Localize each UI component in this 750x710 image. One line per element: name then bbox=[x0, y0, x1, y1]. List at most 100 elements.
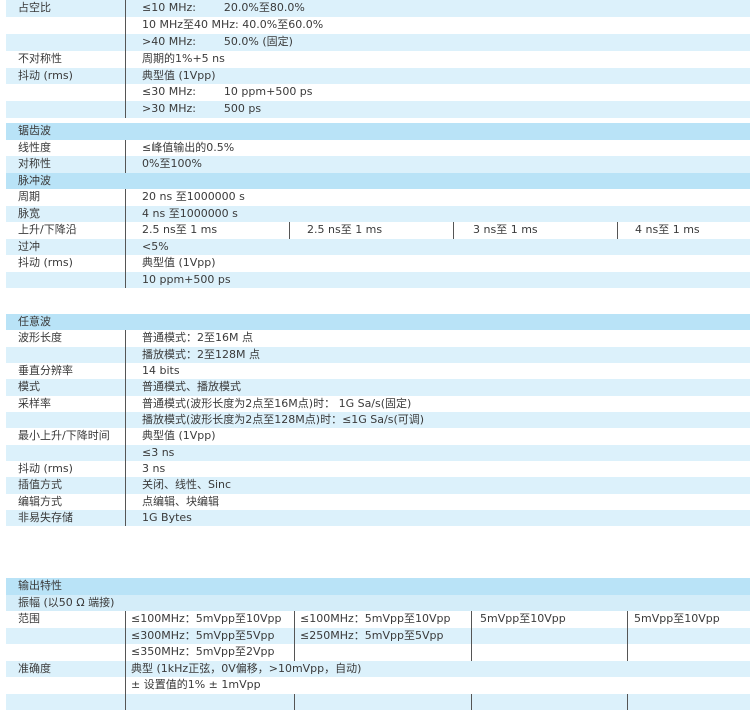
spec-value: ≤250MHz：5mVpp至5Vpp bbox=[300, 628, 443, 645]
spec-value-cell: 10 MHz至40 MHz: 40.0%至60.0% bbox=[125, 17, 750, 34]
spec-value-cell: 播放模式：2至128M 点 bbox=[125, 347, 750, 363]
spec-row: 插值方式 关闭、线性、Sinc bbox=[6, 477, 750, 493]
spec-row: 抖动 (rms)典型值 (1Vpp) bbox=[6, 255, 750, 272]
spec-row bbox=[6, 694, 750, 710]
spec-label: 不对称性 bbox=[18, 51, 62, 68]
spec-row: 线性度 ≤峰值输出的0.5% bbox=[6, 140, 750, 157]
spec-value: ± 设置值的1% ± 1mVpp bbox=[131, 677, 261, 694]
section-header: 锯齿波 bbox=[6, 123, 750, 140]
spec-value-cell: 典型值 (1Vpp) bbox=[125, 255, 750, 272]
spec-section: 占空比≤10 MHz: 20.0%至80.0%10 MHz至40 MHz: 40… bbox=[6, 0, 750, 118]
spec-value: 播放模式(波形长度为2点至128M点)时：≤1G Sa/s(可调) bbox=[142, 412, 424, 428]
subsection-title: 振幅 (以50 Ω 端接) bbox=[18, 595, 114, 612]
spec-row: 对称性 0%至100% bbox=[6, 156, 750, 173]
spec-value-cell: ≤30 MHz: 10 ppm+500 ps bbox=[125, 84, 750, 101]
spec-row: 波形长度 普通模式：2至16M 点 bbox=[6, 330, 750, 346]
spec-value-cell: 4 ns至 1 ms bbox=[617, 222, 750, 239]
spec-value-cell: 普通模式(波形长度为2点至16M点)时： 1G Sa/s(固定) bbox=[125, 396, 750, 412]
spec-value-cell: ± 设置值的1% ± 1mVpp bbox=[125, 677, 750, 694]
spec-value-cell: >40 MHz: 50.0% (固定) bbox=[125, 34, 750, 51]
spec-value: 0%至100% bbox=[142, 156, 202, 173]
spec-value: 典型值 (1Vpp) bbox=[142, 428, 216, 444]
spec-row: ≤3 ns bbox=[6, 445, 750, 461]
spec-value-cell: ≤350MHz：5mVpp至2Vpp bbox=[125, 644, 295, 661]
spec-value-cell: 20 ns 至1000000 s bbox=[125, 189, 750, 206]
spec-row: 范围 ≤100MHz：5mVpp至10Vpp ≤100MHz：5mVpp至10Vpp… bbox=[6, 611, 750, 628]
spec-section: 锯齿波线性度 ≤峰值输出的0.5% 对称性 0%至100% 脉冲波周期 20 ns 至10… bbox=[6, 123, 750, 288]
spec-value-cell: 0%至100% bbox=[125, 156, 750, 173]
spec-value-cell: 4 ns 至1000000 s bbox=[125, 206, 750, 223]
spec-row: ≤350MHz：5mVpp至2Vpp bbox=[6, 644, 750, 661]
spec-value-cell: >30 MHz: 500 ps bbox=[125, 101, 750, 118]
spec-value-cell: <5% bbox=[125, 239, 750, 256]
spec-label: 抖动 (rms) bbox=[18, 461, 73, 477]
spec-row: 编辑方式 点编辑、块编辑 bbox=[6, 494, 750, 510]
spec-label: 准确度 bbox=[18, 661, 51, 678]
spec-value-cell bbox=[627, 694, 750, 710]
spec-value-cell: 2.5 ns至 1 ms bbox=[125, 222, 290, 239]
spec-label: 周期 bbox=[18, 189, 40, 206]
spec-value-cell: ≤100MHz：5mVpp至10Vpp bbox=[125, 611, 295, 628]
spec-label: 编辑方式 bbox=[18, 494, 62, 510]
spec-value-cell: 周期的1%+5 ns bbox=[125, 51, 750, 68]
spec-value-cell: 普通模式、播放模式 bbox=[125, 379, 750, 395]
spec-value-cell: ≤峰值输出的0.5% bbox=[125, 140, 750, 157]
spec-row: 周期 20 ns 至1000000 s bbox=[6, 189, 750, 206]
section-title: 输出特性 bbox=[18, 578, 62, 595]
subsection-title: 脉冲波 bbox=[18, 173, 51, 190]
spec-value-cell: ≤300MHz：5mVpp至5Vpp bbox=[125, 628, 295, 645]
spec-value-cell bbox=[627, 644, 750, 661]
spec-row: 占空比≤10 MHz: 20.0%至80.0% bbox=[6, 0, 750, 17]
spec-value: 普通模式：2至16M 点 bbox=[142, 330, 253, 346]
spec-label: 模式 bbox=[18, 379, 40, 395]
spec-label: 线性度 bbox=[18, 140, 51, 157]
spec-value-cell bbox=[125, 694, 295, 710]
spec-value-cell bbox=[627, 628, 750, 645]
spec-value: 1G Bytes bbox=[142, 510, 192, 526]
spec-label: 插值方式 bbox=[18, 477, 62, 493]
spec-label: 范围 bbox=[18, 611, 40, 628]
spec-value: >40 MHz: 50.0% (固定) bbox=[142, 34, 293, 51]
section-header: 输出特性 bbox=[6, 578, 750, 595]
spec-value: 10 MHz至40 MHz: 40.0%至60.0% bbox=[142, 17, 323, 34]
spec-value-cell: 典型值 (1Vpp) bbox=[125, 428, 750, 444]
spec-value: 关闭、线性、Sinc bbox=[142, 477, 231, 493]
spec-row: 最小上升/下降时间典型值 (1Vpp) bbox=[6, 428, 750, 444]
subsection-header: 脉冲波 bbox=[6, 173, 750, 190]
spec-row: >40 MHz: 50.0% (固定) bbox=[6, 34, 750, 51]
spec-value: 2.5 ns至 1 ms bbox=[142, 222, 217, 239]
spec-label: 垂直分辨率 bbox=[18, 363, 73, 379]
spec-value-cell: ≤3 ns bbox=[125, 445, 750, 461]
spec-label: 波形长度 bbox=[18, 330, 62, 346]
spec-value: ≤100MHz：5mVpp至10Vpp bbox=[300, 611, 450, 628]
spec-row: 模式 普通模式、播放模式 bbox=[6, 379, 750, 395]
spec-section: 任意波波形长度 普通模式：2至16M 点播放模式：2至128M 点垂直分辨率 14 … bbox=[6, 314, 750, 526]
spec-label: 对称性 bbox=[18, 156, 51, 173]
spec-value: 5mVpp至10Vpp bbox=[634, 611, 720, 628]
spec-value: ≤30 MHz: 10 ppm+500 ps bbox=[142, 84, 313, 101]
section-title: 锯齿波 bbox=[18, 123, 51, 140]
spec-value-cell: 14 bits bbox=[125, 363, 750, 379]
spec-value: 点编辑、块编辑 bbox=[142, 494, 219, 510]
spec-value-cell: ≤250MHz：5mVpp至5Vpp bbox=[294, 628, 472, 645]
spec-value-cell: 点编辑、块编辑 bbox=[125, 494, 750, 510]
spec-row: 10 MHz至40 MHz: 40.0%至60.0% bbox=[6, 17, 750, 34]
spec-row: >30 MHz: 500 ps bbox=[6, 101, 750, 118]
spec-value: 3 ns至 1 ms bbox=[473, 222, 538, 239]
spec-value: ≤100MHz：5mVpp至10Vpp bbox=[131, 611, 281, 628]
spec-label: 占空比 bbox=[18, 0, 51, 17]
spec-value-cell bbox=[294, 644, 472, 661]
section-title: 任意波 bbox=[18, 314, 51, 330]
spec-value: >30 MHz: 500 ps bbox=[142, 101, 261, 118]
spec-value-cell bbox=[471, 628, 628, 645]
spec-value-cell bbox=[294, 694, 472, 710]
spec-value: 4 ns 至1000000 s bbox=[142, 206, 238, 223]
spec-value-cell bbox=[471, 694, 628, 710]
spec-row: 过冲<5% bbox=[6, 239, 750, 256]
spec-label: 采样率 bbox=[18, 396, 51, 412]
spec-value: 20 ns 至1000000 s bbox=[142, 189, 245, 206]
spec-value: 4 ns至 1 ms bbox=[635, 222, 700, 239]
spec-value: 普通模式、播放模式 bbox=[142, 379, 241, 395]
spec-value: <5% bbox=[142, 239, 169, 256]
